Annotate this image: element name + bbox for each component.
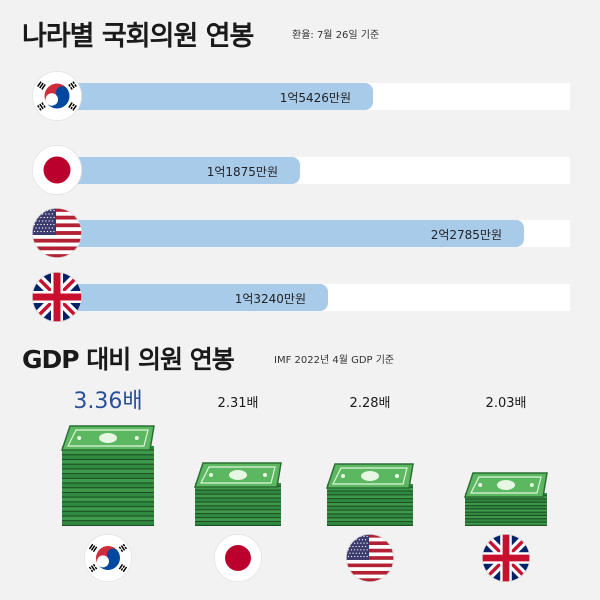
gdp-ratio-label: 2.03배 <box>485 396 527 411</box>
gdp-ratio-label: 3.36배 <box>73 389 143 414</box>
uk-flag-icon <box>32 272 82 322</box>
gdp-source-note: IMF 2022년 4월 GDP 기준 <box>274 355 395 366</box>
money-stack-bar <box>463 471 549 532</box>
money-stack-bar <box>60 424 156 532</box>
gdp-ratio-label: 2.28배 <box>349 396 391 411</box>
money-stack-bar <box>193 461 283 532</box>
exchange-rate-note: 환율: 7월 26일 기준 <box>292 30 380 41</box>
salary-bar <box>56 284 328 311</box>
korea-flag-icon <box>32 71 82 121</box>
salary-bar-row: 1억3240만원 <box>32 271 570 323</box>
japan-flag-icon <box>214 534 262 582</box>
uk-flag-icon <box>482 534 530 582</box>
usa-flag-icon <box>346 534 394 582</box>
money-stack-bar <box>325 462 415 532</box>
salary-bar <box>56 83 373 110</box>
gdp-ratio-title: GDP 대비 의원 연봉 <box>22 345 235 374</box>
salary-bar <box>56 157 300 184</box>
japan-flag-icon <box>32 145 82 195</box>
salary-title: 나라별 국회의원 연봉 <box>22 21 254 52</box>
gdp-ratio-label: 2.31배 <box>217 396 259 411</box>
salary-bar-row: 1억5426만원 <box>32 70 570 122</box>
salary-value-label: 1억3240만원 <box>234 292 306 306</box>
usa-flag-icon <box>32 208 82 258</box>
korea-flag-icon <box>84 534 132 582</box>
salary-bar-row: 2억2785만원 <box>32 207 570 259</box>
salary-bar-row: 1억1875만원 <box>32 144 570 196</box>
salary-bar <box>56 220 524 247</box>
salary-value-label: 2억2785만원 <box>430 228 502 242</box>
salary-value-label: 1억1875만원 <box>206 165 278 179</box>
salary-value-label: 1억5426만원 <box>279 91 351 105</box>
